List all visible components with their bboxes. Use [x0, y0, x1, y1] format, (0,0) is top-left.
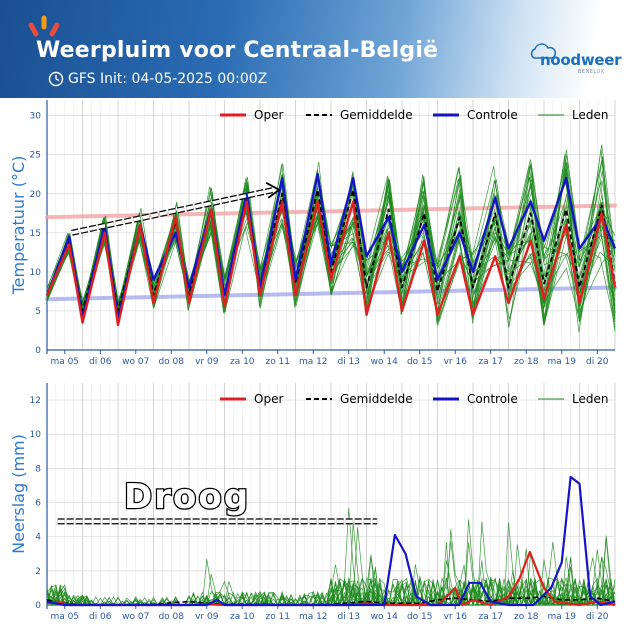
x-tick-label: vr 16 — [444, 612, 468, 622]
x-tick-label: vr 16 — [444, 357, 468, 367]
x-tick-label: zo 11 — [265, 357, 290, 367]
y-axis-label: Temperatuur (°C) — [9, 156, 28, 296]
x-tick-label: ma 19 — [547, 612, 576, 622]
x-tick-label: di 13 — [337, 357, 360, 367]
y-tick-label: 10 — [30, 430, 42, 440]
precipitation-panel: 0 2 4 6 8 10 12 ma 05 di 06 wo 07 do 08 vr 09 za 10 z… — [9, 383, 616, 622]
x-tick-label: do 15 — [407, 612, 433, 622]
x-tick-label: ma 12 — [299, 357, 328, 367]
x-tick-label: za 10 — [230, 357, 255, 367]
x-tick-label: di 06 — [89, 357, 112, 367]
sun-rays-icon — [28, 15, 60, 37]
logo-text: noodweer — [540, 51, 622, 69]
x-tick-label: ma 05 — [50, 612, 79, 622]
x-tick-label: di 20 — [586, 612, 609, 622]
x-tick-label: di 20 — [586, 357, 609, 367]
x-tick-label: ma 05 — [50, 357, 79, 367]
legend-temperature: Oper Gemiddelde Controle Leden — [220, 108, 608, 122]
x-tick-label: za 17 — [478, 357, 503, 367]
mean-line — [46, 595, 616, 606]
header-banner: Weerpluim voor Centraal-België GFS Init:… — [0, 0, 640, 98]
x-tick-label: zo 18 — [514, 612, 539, 622]
x-tick-label: di 13 — [337, 612, 360, 622]
legend-control-label: Controle — [467, 108, 518, 122]
y-tick-label: 4 — [35, 533, 41, 543]
x-tick-label: vr 09 — [195, 612, 219, 622]
x-tick-label: za 17 — [478, 612, 503, 622]
x-tick-label: zo 11 — [265, 612, 290, 622]
y-tick-label: 25 — [30, 151, 41, 161]
x-tick-label: wo 07 — [122, 612, 149, 622]
y-tick-label: 30 — [30, 112, 42, 122]
page-title: Weerpluim voor Centraal-België — [36, 38, 439, 63]
legend-members-label: Leden — [572, 108, 608, 122]
control-line — [46, 475, 616, 607]
trend-arrow — [71, 188, 275, 235]
dry-annotation: Droog — [124, 477, 250, 517]
trend-arrow-head — [265, 182, 281, 199]
x-tick-label: wo 07 — [122, 357, 149, 367]
y-tick-label: 15 — [30, 229, 41, 239]
y-tick-label: 20 — [30, 190, 42, 200]
y-tick-label: 0 — [35, 346, 41, 356]
x-tick-label: vr 09 — [195, 357, 219, 367]
oper-line — [45, 200, 617, 327]
y-tick-label: 0 — [35, 601, 41, 611]
x-tick-label: di 06 — [89, 612, 112, 622]
cloud-icon — [530, 43, 557, 59]
legend-oper-label: Oper — [254, 108, 283, 122]
x-tick-label: ma 19 — [547, 357, 576, 367]
x-tick-label: zo 18 — [514, 357, 539, 367]
legend-precipitation: Oper Gemiddelde Controle Leden — [220, 392, 608, 406]
init-time-text: GFS Init: 04-05-2025 00:00Z — [68, 71, 268, 87]
x-tick-label: wo 14 — [371, 612, 398, 622]
y-tick-label: 10 — [30, 268, 42, 278]
y-axis-label: Neerslag (mm) — [9, 434, 28, 554]
legend-control-label: Controle — [467, 392, 518, 406]
control-line — [45, 173, 617, 320]
temperature-panel: 0 5 10 15 20 25 30 ma 05 di 06 wo 07 do 08 vr 09 za … — [9, 100, 617, 367]
clock-icon — [48, 71, 64, 87]
x-tick-label: za 10 — [230, 612, 255, 622]
y-tick-label: 12 — [30, 396, 41, 406]
legend-oper-label: Oper — [254, 392, 283, 406]
x-tick-label: do 08 — [158, 612, 184, 622]
legend-mean-label: Gemiddelde — [340, 108, 413, 122]
y-tick-label: 5 — [35, 307, 41, 317]
x-tick-label: do 08 — [158, 357, 184, 367]
x-tick-label: ma 12 — [299, 612, 328, 622]
y-tick-label: 6 — [35, 499, 41, 509]
x-tick-label: do 15 — [407, 357, 433, 367]
noodweer-logo: noodweer BENELUX — [528, 42, 622, 78]
init-time: GFS Init: 04-05-2025 00:00Z — [48, 71, 267, 87]
legend-mean-label: Gemiddelde — [340, 392, 413, 406]
y-tick-label: 8 — [35, 464, 41, 474]
y-tick-label: 2 — [35, 567, 41, 577]
logo-subtext: BENELUX — [578, 69, 605, 75]
x-tick-label: wo 14 — [371, 357, 398, 367]
legend-members-label: Leden — [572, 392, 608, 406]
